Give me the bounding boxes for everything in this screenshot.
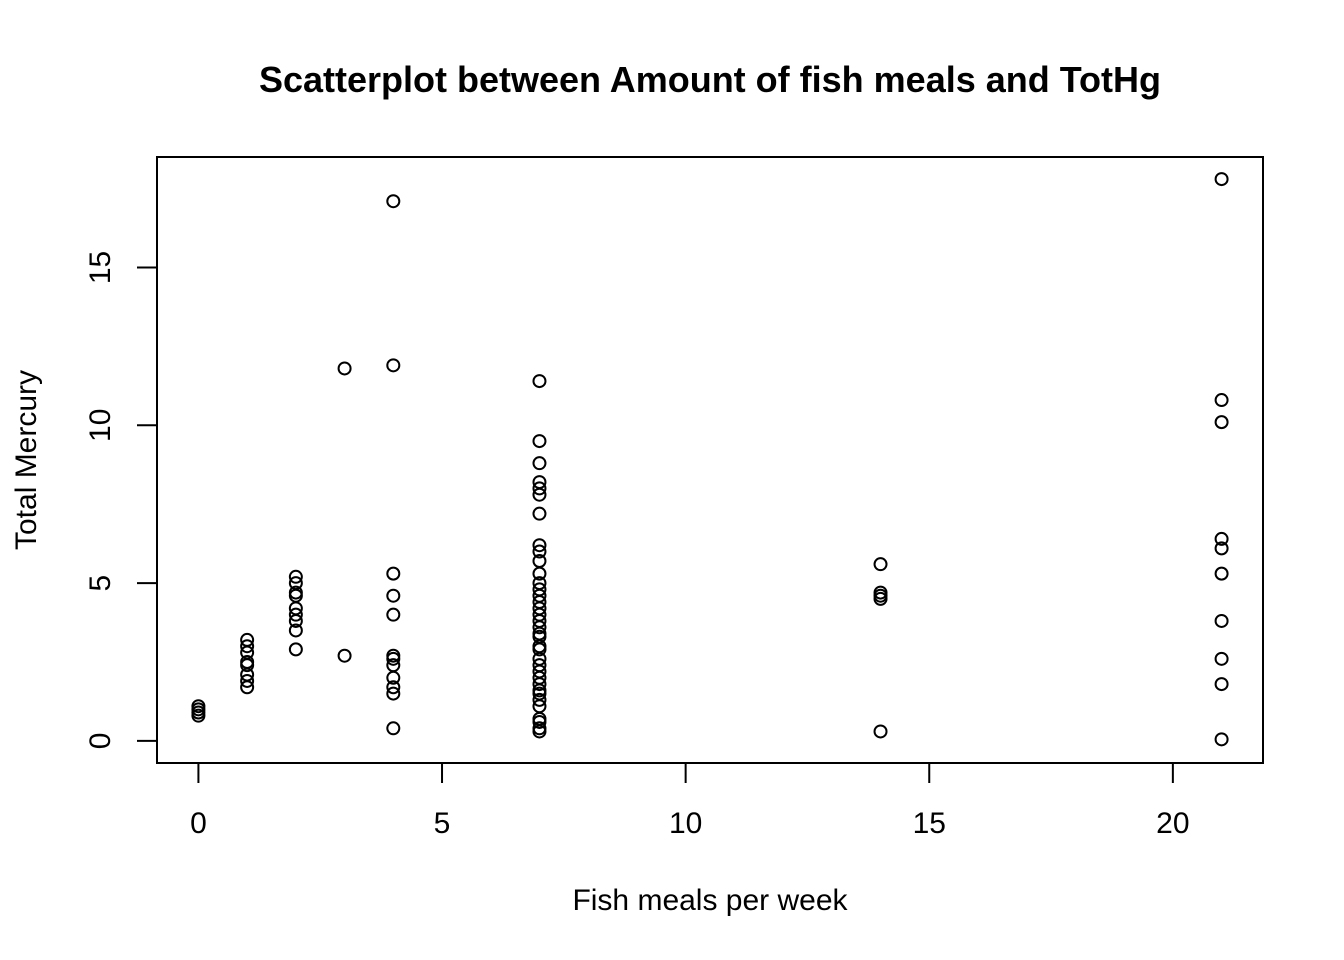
- y-tick-label: 0: [84, 733, 117, 750]
- scatter-point: [532, 475, 547, 490]
- scatter-point: [532, 721, 547, 736]
- scatter-point: [386, 358, 401, 373]
- x-tick-label: 5: [434, 807, 451, 840]
- scatter-point: [532, 692, 547, 707]
- scatter-point: [337, 648, 352, 663]
- scatter-point: [240, 673, 255, 688]
- scatter-point: [1214, 677, 1229, 692]
- y-axis: 0 5 10 15: [84, 251, 158, 750]
- scatter-point: [1214, 732, 1229, 747]
- scatter-point: [1214, 415, 1229, 430]
- y-tick-label: 15: [84, 251, 117, 284]
- scatter-point: [240, 632, 255, 647]
- scatter-point: [1214, 541, 1229, 556]
- scatter-point: [1214, 613, 1229, 628]
- x-axis-label: Fish meals per week: [572, 884, 848, 917]
- scatter-point: [337, 361, 352, 376]
- scatter-point: [288, 569, 303, 584]
- x-tick-label: 0: [190, 807, 207, 840]
- scatter-point: [386, 588, 401, 603]
- data-points: [191, 172, 1229, 747]
- scatter-point: [532, 658, 547, 673]
- scatter-point: [873, 724, 888, 739]
- scatter-point: [191, 699, 206, 714]
- x-tick-label: 20: [1156, 807, 1189, 840]
- plot-frame: [156, 156, 1264, 764]
- y-tick-label: 5: [84, 575, 117, 592]
- scatter-point: [532, 544, 547, 559]
- scatter-point: [1214, 393, 1229, 408]
- scatter-point: [1214, 172, 1229, 187]
- scatter-point: [532, 506, 547, 521]
- scatter-point: [532, 481, 547, 496]
- scatter-point: [386, 566, 401, 581]
- scatter-point: [386, 658, 401, 673]
- scatter-point: [386, 680, 401, 695]
- scatter-point: [240, 639, 255, 654]
- scatter-point: [532, 538, 547, 553]
- scatter-point: [386, 607, 401, 622]
- scatter-point: [386, 648, 401, 663]
- scatter-point: [532, 374, 547, 389]
- scatter-point: [288, 576, 303, 591]
- scatter-point: [873, 557, 888, 572]
- scatter-point: [532, 434, 547, 449]
- scatter-point: [386, 194, 401, 209]
- x-tick-label: 10: [669, 807, 702, 840]
- y-axis-label: Total Mercury: [10, 370, 43, 550]
- scatter-point: [288, 607, 303, 622]
- scatter-point: [288, 623, 303, 638]
- scatter-point: [1214, 651, 1229, 666]
- scatter-point: [1214, 566, 1229, 581]
- scatter-point: [288, 642, 303, 657]
- x-axis: 0 5 10 15 20: [190, 762, 1190, 840]
- scatter-point: [1214, 531, 1229, 546]
- scatter-point: [532, 554, 547, 568]
- scatter-point: [532, 456, 547, 471]
- x-tick-label: 15: [913, 807, 946, 840]
- scatter-point: [532, 582, 547, 597]
- scatter-point: [386, 686, 401, 701]
- y-tick-label: 10: [84, 409, 117, 442]
- scatter-point: [532, 576, 547, 591]
- chart-title: Scatterplot between Amount of fish meals…: [259, 59, 1161, 100]
- scatter-point: [240, 655, 255, 669]
- scatter-point: [288, 585, 303, 600]
- scatter-point: [873, 585, 888, 600]
- scatter-point: [386, 721, 401, 736]
